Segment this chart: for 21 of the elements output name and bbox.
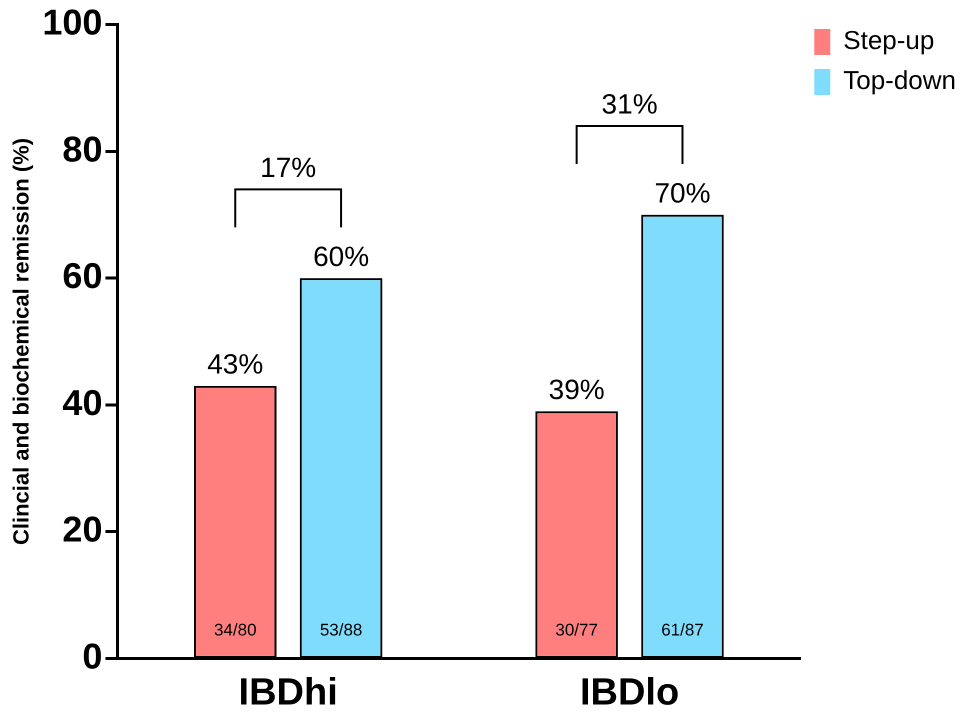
y-tick-label: 60	[62, 255, 102, 296]
legend-label: Top-down	[843, 65, 956, 96]
x-tick-label: IBDlo	[580, 672, 680, 714]
y-tick-label: 0	[82, 635, 102, 676]
annotation: 31%	[602, 88, 658, 120]
x-tick-label: IBDhi	[238, 672, 338, 714]
y-tick-label: 40	[62, 382, 102, 423]
data-label: 60%	[313, 240, 370, 272]
y-tick-label: 20	[62, 508, 102, 550]
annotation: 17%	[260, 152, 316, 184]
y-axis-title: Clincial and biochemical remission (%)	[8, 138, 34, 546]
y-tick-label: 80	[62, 128, 102, 170]
data-label: 39%	[548, 374, 605, 405]
data-label: 70%	[654, 177, 711, 208]
annotation: 53/88	[320, 620, 362, 640]
y-tick-label: 100	[42, 2, 102, 43]
annotation: 30/77	[555, 620, 598, 640]
annotation: 34/80	[214, 620, 257, 640]
annotation: 61/87	[661, 620, 704, 640]
legend-label: Step-up	[843, 25, 934, 56]
data-label: 43%	[207, 348, 264, 380]
